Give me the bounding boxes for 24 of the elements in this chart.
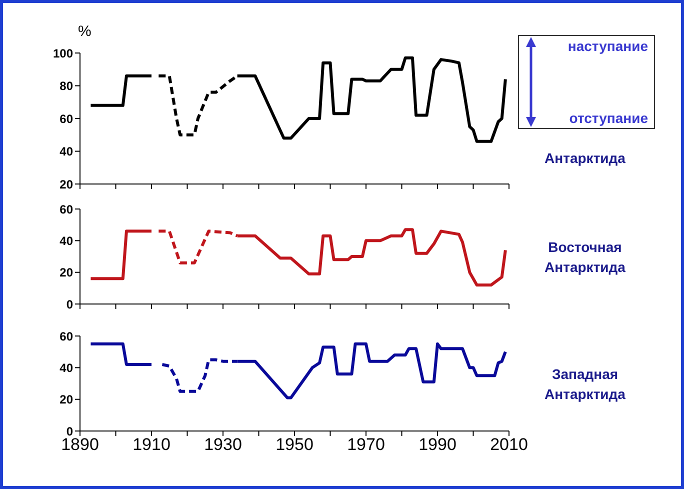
x-tick-label: 1950: [276, 435, 314, 454]
y-tick-label: 0: [66, 297, 74, 312]
y-tick-label: 60: [60, 112, 74, 126]
x-tick-label: 1910: [132, 435, 170, 454]
y-tick-label: 40: [60, 360, 74, 375]
y-tick-label: 20: [60, 392, 74, 407]
text: отступание: [569, 110, 648, 126]
text: Антарктида: [544, 149, 626, 168]
y-tick-label: 20: [60, 266, 74, 280]
y-tick-label: 60: [60, 202, 74, 216]
y-tick-label: 20: [60, 177, 74, 192]
y-tick-label: 60: [60, 329, 74, 344]
y-tick-label: 100: [52, 46, 74, 60]
x-tick-label: 1930: [204, 435, 242, 454]
y-tick-label: 80: [60, 79, 74, 94]
y-tick-label: 40: [60, 234, 74, 248]
text: Западная Антарктида: [544, 364, 626, 404]
x-tick-label: 1990: [418, 435, 456, 454]
x-tick-label: 1970: [347, 435, 385, 454]
y-axis-title: %: [78, 23, 92, 40]
text: наступание: [568, 38, 648, 54]
y-tick-label: 40: [60, 144, 74, 159]
x-tick-label: 2010: [490, 435, 528, 454]
text: Восточная Антарктида: [544, 238, 626, 276]
